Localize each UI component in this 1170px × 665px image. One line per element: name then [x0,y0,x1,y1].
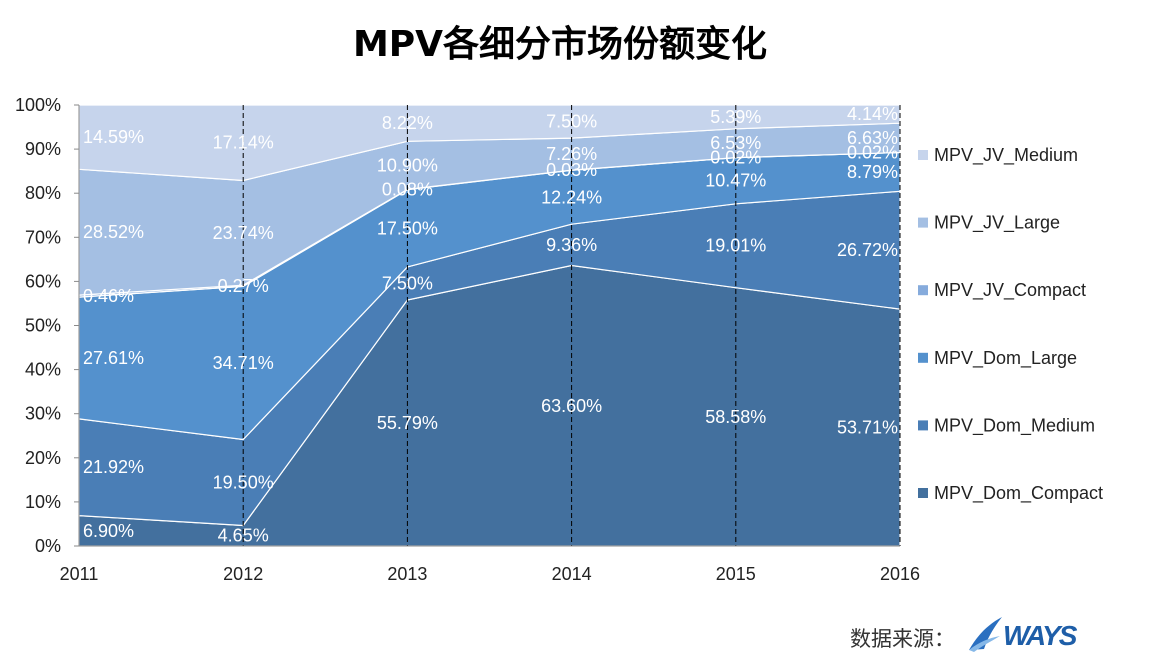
legend-swatch [918,217,928,228]
legend-item: MPV_Dom_Medium [918,415,1095,436]
legend: MPV_JV_Medium MPV_JV_Large MPV_JV_Compact M… [918,145,1103,504]
x-tick-label: 2015 [716,564,756,584]
data-label: 63.60% [541,396,602,416]
data-label: 0.02% [847,143,898,163]
x-tick-label: 2014 [552,564,592,584]
data-label: 0.46% [83,286,134,306]
y-tick-label: 40% [25,360,61,380]
data-label: 26.72% [837,240,898,260]
plot-areas [78,104,901,547]
data-label: 8.79% [847,162,898,182]
data-label: 7.50% [382,273,433,293]
ways-logo [966,614,1004,654]
data-label: 0.08% [382,180,433,200]
data-label: 9.36% [546,235,597,255]
y-tick-label: 70% [25,227,61,247]
data-label: 6.90% [83,521,134,541]
chart-title: MPV各细分市场份额变化 [352,24,768,65]
legend-label: MPV_JV_Large [934,213,1060,234]
legend-item: MPV_Dom_Compact [918,483,1103,504]
legend-item: MPV_JV_Compact [918,280,1086,301]
legend-item: MPV_JV_Medium [918,145,1078,166]
legend-label: MPV_JV_Medium [934,145,1078,166]
data-label: 23.74% [213,223,274,243]
data-label: 0.03% [546,160,597,180]
source-label: 数据来源： [850,627,955,651]
legend-item: MPV_JV_Large [918,213,1060,234]
data-label: 58.58% [705,407,766,427]
data-label: 27.61% [83,348,144,368]
stacked-area-chart: 6.90% 4.65% 55.79% 63.60% 58.58% 53.71% 21.92%… [15,95,1103,584]
legend-label: MPV_JV_Compact [934,280,1086,301]
data-label: 0.27% [218,276,269,296]
data-label: 53.71% [837,418,898,438]
data-label: 0.02% [710,148,761,168]
data-label: 12.24% [541,187,602,207]
legend-label: MPV_Dom_Large [934,348,1077,369]
y-tick-label: 10% [25,492,61,512]
data-label: 10.90% [377,155,438,175]
data-label: 7.26% [546,144,597,164]
legend-item: MPV_Dom_Large [918,348,1077,369]
data-label: 4.65% [218,526,269,546]
x-tick-label: 2012 [223,564,263,584]
data-label: 14.59% [83,127,144,147]
y-tick-label: 50% [25,316,61,336]
data-label: 21.92% [83,457,144,477]
y-tick-label: 20% [25,448,61,468]
data-labels: 6.90% 4.65% 55.79% 63.60% 58.58% 53.71% 21.92%… [83,104,898,546]
x-tick-label: 2013 [387,564,427,584]
y-tick-label: 60% [25,271,61,291]
y-tick-label: 100% [15,95,61,115]
data-label: 7.50% [546,112,597,132]
data-label: 6.63% [847,128,898,148]
logo-text: WAYS [1003,620,1077,651]
legend-swatch [918,488,928,498]
y-axis-labels: 0% 10% 20% 30% 40% 50% 60% 70% 80% 90% 100% [15,95,61,556]
data-label: 55.79% [377,413,438,433]
data-label: 10.47% [705,171,766,191]
data-label: 19.50% [213,473,274,493]
legend-swatch [918,352,928,363]
data-label: 28.52% [83,222,144,242]
legend-swatch [918,420,928,431]
logo-swoosh-icon [969,617,1002,652]
y-tick-label: 80% [25,183,61,203]
data-label: 34.71% [213,353,274,373]
x-axis-labels: 2011 2012 2013 2014 2015 2016 [60,564,920,584]
x-tick-label: 2011 [60,564,99,584]
x-tick-label: 2016 [880,564,920,584]
data-label: 19.01% [705,236,766,256]
dashed-lines [242,105,901,546]
data-label: 4.14% [847,104,898,124]
legend-swatch [918,285,928,296]
y-tick-label: 90% [25,139,61,159]
y-tick-label: 30% [25,404,61,424]
data-label: 5.39% [710,107,761,127]
data-label: 8.22% [382,113,433,133]
data-label: 17.50% [377,218,438,238]
legend-label: MPV_Dom_Medium [934,415,1095,436]
y-tick-label: 0% [35,536,61,556]
legend-swatch [918,150,928,160]
data-label: 17.14% [213,133,274,153]
axes [74,104,900,547]
legend-label: MPV_Dom_Compact [934,483,1103,504]
data-label: 6.53% [710,133,761,153]
